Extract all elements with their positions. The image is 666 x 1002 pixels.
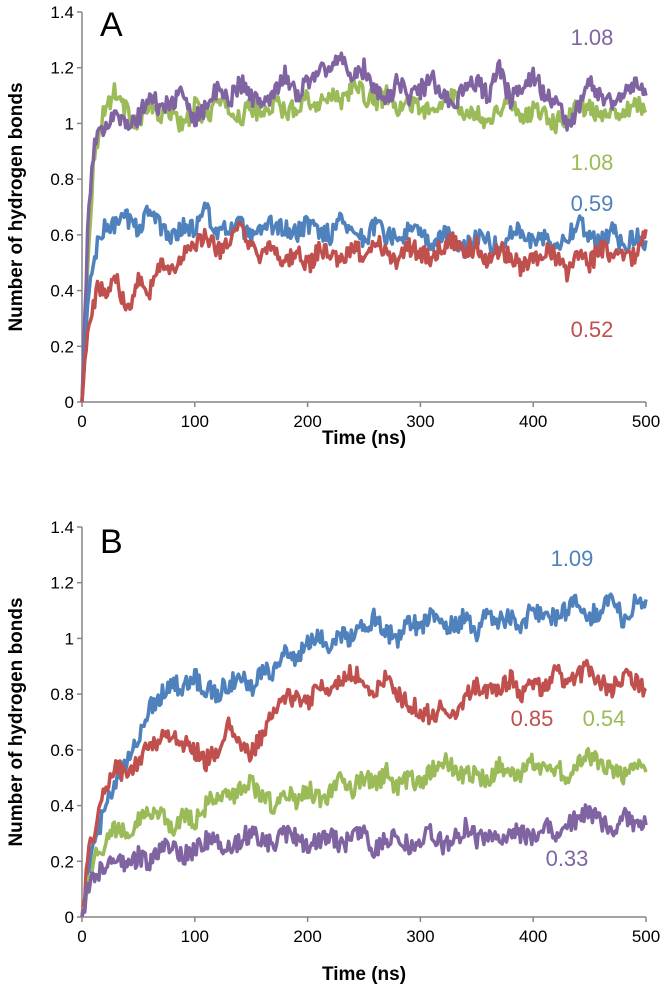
x-tick-label: 100 — [181, 412, 209, 431]
y-tick-label: 0.2 — [50, 337, 74, 356]
series-label-red: 0.52 — [571, 317, 614, 342]
y-tick-label: 0.4 — [50, 282, 74, 301]
y-tick-label: 0.4 — [50, 797, 74, 816]
series-line-green — [80, 746, 648, 918]
series-line-green — [80, 77, 648, 403]
y-tick-label: 0 — [65, 393, 74, 412]
x-tick-label: 200 — [293, 927, 321, 946]
y-tick-label: 1 — [65, 629, 74, 648]
x-tick-label: 300 — [406, 927, 434, 946]
y-tick-label: 0.6 — [50, 741, 74, 760]
x-tick-label: 300 — [406, 412, 434, 431]
x-tick-label: 400 — [519, 927, 547, 946]
x-tick-label: 500 — [632, 927, 660, 946]
panel-letter: B — [100, 523, 123, 561]
y-axis-title: Number of hydrogen bonds — [6, 597, 27, 846]
y-axis-title: Number of hydrogen bonds — [6, 82, 27, 331]
series-line-blue — [80, 592, 648, 918]
y-tick-label: 0.8 — [50, 170, 74, 189]
chart-panel-b: 0 0.2 0.4 0.6 0.8 1 1.2 1.4 0 100 200 300 400 500 Time… — [6, 518, 660, 985]
y-tick-label: 1 — [65, 114, 74, 133]
series-label-red: 0.85 — [511, 706, 554, 731]
series-line-red — [80, 220, 648, 403]
x-axis-title: Time (ns) — [322, 964, 406, 985]
y-tick-label: 1.2 — [50, 574, 74, 593]
x-tick-label: 200 — [293, 412, 321, 431]
series-label-green: 1.08 — [571, 150, 614, 175]
y-tick-label: 0.8 — [50, 685, 74, 704]
series-label-blue: 1.09 — [551, 546, 594, 571]
x-tick-label: 0 — [77, 412, 86, 431]
series-label-purple: 1.08 — [571, 25, 614, 50]
x-tick-label: 500 — [632, 412, 660, 431]
y-tick-label: 0 — [65, 908, 74, 927]
y-tick-label: 1.4 — [50, 518, 74, 537]
series-line-purple — [80, 51, 648, 403]
series-label-blue: 0.59 — [571, 191, 614, 216]
x-tick-label: 400 — [519, 412, 547, 431]
series-label-green: 0.54 — [583, 706, 626, 731]
x-tick-label: 100 — [181, 927, 209, 946]
series-line-red — [80, 658, 648, 918]
series-line-blue — [80, 201, 648, 403]
y-tick-label: 0.6 — [50, 226, 74, 245]
chart-panel-a: 0 0.2 0.4 0.6 0.8 1 1.2 1.4 0 100 200 300 400 500 Time… — [6, 3, 660, 449]
series-label-purple: 0.33 — [546, 846, 589, 871]
panel-letter: A — [100, 6, 123, 44]
y-tick-label: 1.2 — [50, 59, 74, 78]
y-tick-label: 0.2 — [50, 852, 74, 871]
series-line-purple — [80, 803, 648, 918]
y-tick-label: 1.4 — [50, 3, 74, 22]
x-axis-title: Time (ns) — [322, 428, 406, 449]
x-tick-label: 0 — [77, 927, 86, 946]
